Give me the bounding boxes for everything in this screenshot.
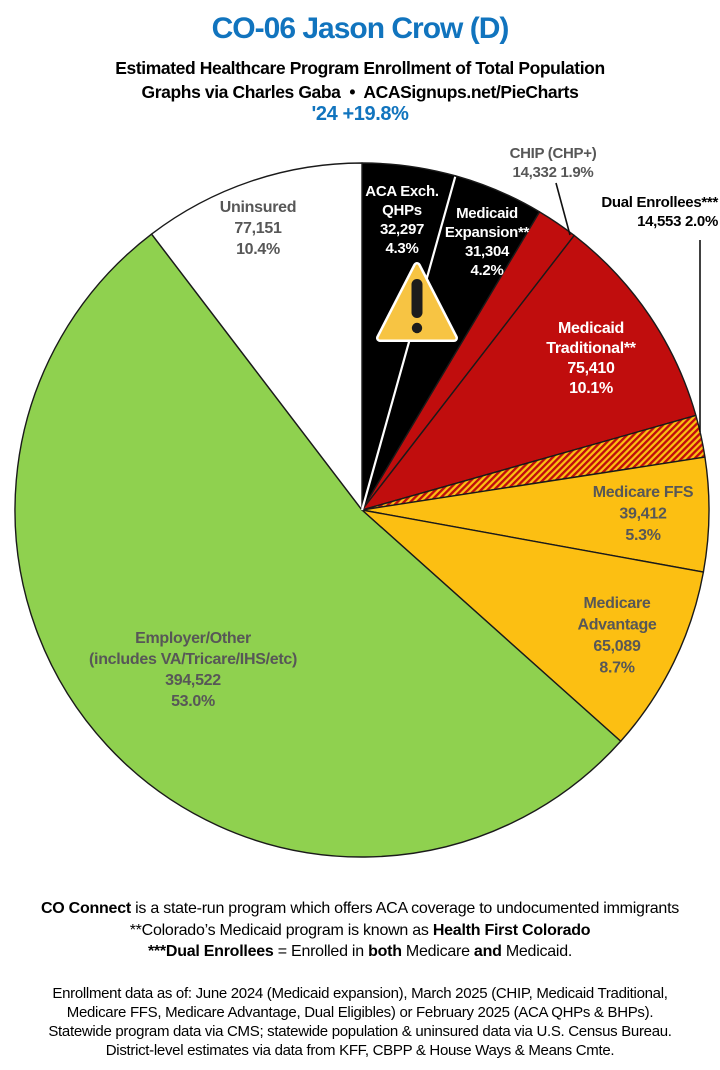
warning-triangle-icon bbox=[376, 262, 458, 342]
footnote-definitions: CO Connect is a state-run program which … bbox=[0, 898, 720, 963]
footnote-text: Medicare bbox=[401, 943, 474, 960]
source-line: Medicare FFS, Medicare Advantage, Dual E… bbox=[66, 1004, 654, 1021]
footnote-bold-text: CO Connect bbox=[40, 900, 131, 917]
warning-exclamation-dot bbox=[411, 322, 423, 334]
footnote-text: = Enrolled in bbox=[273, 943, 369, 960]
pie-label-medicaid-traditional: Medicaid Traditional** 75,410 10.1% bbox=[546, 320, 637, 397]
footnote-bold-text: both bbox=[368, 943, 402, 960]
pie-slice-employer-other-includes-va-tricare-ihs-etc bbox=[14, 233, 622, 858]
footnote-text: **Colorado’s Medicaid program is known a… bbox=[129, 921, 433, 939]
pie-slice-uninsured bbox=[150, 162, 363, 511]
source-line: Statewide program data via CMS; statewid… bbox=[48, 1023, 672, 1040]
pie-label-dual-enrollees: Dual Enrollees*** 14,553 2.0% bbox=[601, 194, 718, 230]
footnote-line: **Colorado’s Medicaid program is known a… bbox=[0, 920, 720, 942]
pie-label-employer-other-includes-va-tricare-ihs-etc: Employer/Other (includes VA/Tricare/IHS/e… bbox=[89, 630, 297, 710]
pie-slice-medicaid-traditional bbox=[361, 234, 697, 511]
leader-line-0 bbox=[555, 182, 571, 236]
pie-label-medicare-advantage: Medicare Advantage 65,089 8.7% bbox=[577, 595, 656, 677]
source-line: District-level estimates via data from K… bbox=[105, 1042, 615, 1059]
footnote-bold-text: and bbox=[473, 943, 502, 960]
footnote-text: Medicaid. bbox=[501, 943, 573, 960]
footnote-line: CO Connect is a state-run program which … bbox=[0, 898, 720, 920]
attribution-line: Graphs via Charles Gaba • ACASignups.net… bbox=[141, 82, 579, 102]
footnote-bold-text: Health First Colorado bbox=[432, 921, 591, 939]
pie-label-medicaid-expansion: Medicaid Expansion** 31,304 4.2% bbox=[445, 205, 530, 279]
source-line: Enrollment data as of: June 2024 (Medica… bbox=[52, 985, 668, 1002]
pie-label-medicare-ffs: Medicare FFS 39,412 5.3% bbox=[593, 484, 694, 544]
pie-slices-layer: ACA Exch. QHPs 32,297 4.3%Medicaid Expansion… bbox=[14, 145, 719, 858]
warning-exclamation-bar bbox=[411, 279, 423, 318]
pie-slice-medicare-advantage bbox=[361, 509, 705, 742]
footnote-bold-text: ***Dual Enrollees bbox=[147, 943, 274, 960]
pie-label-chip-chp: CHIP (CHP+) 14,332 1.9% bbox=[510, 145, 597, 181]
chart-subtitle: Estimated Healthcare Program Enrollment … bbox=[115, 58, 605, 78]
slice-divider-line bbox=[360, 176, 457, 511]
footnote-text: is a state-run program which offers ACA … bbox=[130, 900, 680, 917]
page-title: CO-06 Jason Crow (D) bbox=[211, 12, 510, 45]
pie-label-aca-exch-qhps: ACA Exch. QHPs 32,297 4.3% bbox=[365, 183, 439, 257]
footnote-sources: Enrollment data as of: June 2024 (Medica… bbox=[0, 984, 720, 1060]
growth-stat: '24 +19.8% bbox=[311, 103, 409, 125]
footnote-line: ***Dual Enrollees = Enrolled in both Med… bbox=[0, 941, 720, 963]
pie-label-uninsured: Uninsured 77,151 10.4% bbox=[220, 199, 296, 258]
